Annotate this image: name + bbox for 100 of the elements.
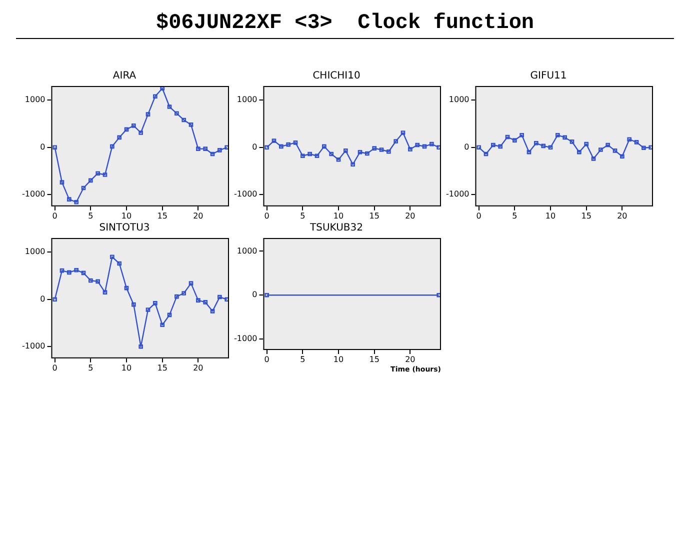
point <box>67 270 72 275</box>
point <box>102 290 108 294</box>
x-tick-label: 10 <box>545 211 556 220</box>
x-tick-label: 10 <box>333 211 344 220</box>
point <box>634 140 639 144</box>
point <box>60 180 64 184</box>
point <box>556 132 560 138</box>
point <box>570 140 574 144</box>
point <box>591 156 596 161</box>
point <box>174 111 179 116</box>
point <box>96 171 100 176</box>
point <box>526 150 532 154</box>
point <box>203 146 208 151</box>
point <box>167 104 172 109</box>
point <box>160 322 164 328</box>
x-tick-label: 0 <box>476 211 482 220</box>
point <box>386 149 391 154</box>
point <box>408 147 412 152</box>
point <box>210 152 215 156</box>
y-tick-label: -1000 <box>446 190 470 199</box>
point <box>188 122 194 127</box>
point <box>96 279 100 284</box>
point <box>598 148 603 152</box>
point <box>365 151 370 156</box>
x-tick-label: 20 <box>193 363 204 372</box>
x-tick-label: 5 <box>512 211 518 220</box>
point <box>196 298 200 302</box>
point <box>400 130 406 135</box>
point <box>336 158 341 162</box>
point <box>491 142 496 148</box>
point <box>182 291 186 296</box>
point <box>372 146 376 150</box>
point <box>52 297 57 302</box>
point <box>584 142 588 146</box>
x-tick-label: 15 <box>369 211 380 220</box>
point <box>279 144 284 149</box>
point <box>577 150 582 154</box>
y-tick-label: -1000 <box>22 342 46 351</box>
point <box>117 135 122 140</box>
point <box>358 150 362 154</box>
point <box>124 286 129 290</box>
x-tick-label: 0 <box>52 363 58 372</box>
point <box>74 200 78 204</box>
chart-title: AIRA <box>112 70 136 82</box>
x-tick-label: 0 <box>264 354 270 364</box>
point <box>218 294 222 300</box>
y-tick-label: 0 <box>40 294 46 304</box>
point <box>117 261 122 266</box>
point <box>138 130 143 135</box>
point <box>520 132 524 138</box>
x-tick-label: 10 <box>333 354 344 364</box>
point <box>132 124 136 128</box>
point <box>124 127 129 132</box>
point <box>218 148 222 152</box>
point <box>308 152 312 156</box>
point <box>146 308 150 312</box>
point <box>138 344 143 349</box>
point <box>293 140 298 145</box>
point <box>350 162 355 167</box>
y-tick-label: 0 <box>464 142 470 152</box>
y-tick-label: 1000 <box>24 95 46 104</box>
point <box>300 154 305 158</box>
point <box>153 94 158 99</box>
x-tick-label: 10 <box>121 211 132 220</box>
point <box>627 137 632 142</box>
point <box>430 142 434 146</box>
y-tick-label: -1000 <box>22 190 46 199</box>
point <box>344 148 348 153</box>
point <box>476 145 481 150</box>
point <box>81 270 86 276</box>
point <box>642 146 646 150</box>
point <box>562 135 567 140</box>
y-tick-label: 0 <box>40 142 46 152</box>
point <box>498 144 502 149</box>
y-tick-label: -1000 <box>234 190 258 199</box>
point <box>548 145 553 150</box>
point <box>110 254 114 260</box>
y-tick-label: -1000 <box>234 334 258 344</box>
x-tick-label: 5 <box>88 211 94 220</box>
point <box>541 144 546 148</box>
point <box>534 140 538 146</box>
point <box>484 152 488 156</box>
y-tick-label: 1000 <box>236 95 258 104</box>
x-tick-label: 15 <box>157 363 168 372</box>
x-tick-label: 20 <box>405 211 416 220</box>
point <box>146 112 150 116</box>
point <box>286 142 290 147</box>
point <box>132 302 136 307</box>
point <box>505 134 510 140</box>
point <box>394 139 398 144</box>
point <box>153 301 158 306</box>
point <box>182 118 186 122</box>
point <box>88 278 93 283</box>
point <box>322 144 326 149</box>
x-tick-label: 15 <box>581 211 592 220</box>
point <box>415 142 420 148</box>
y-tick-label: 1000 <box>236 246 258 256</box>
point <box>314 154 320 158</box>
point <box>174 294 179 299</box>
point <box>512 138 517 142</box>
